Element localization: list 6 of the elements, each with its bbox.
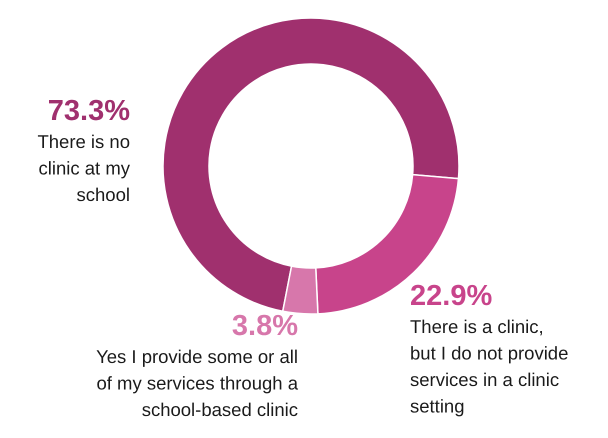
- data-label: 3.8%: [232, 310, 298, 342]
- slice-label: There is a clinic, but I do not provide services in a clinic setting: [410, 316, 568, 416]
- slice-label: Yes I provide some or all of my services through a school-based clinic: [96, 346, 299, 420]
- slice-label: There is no clinic at my school: [37, 131, 131, 205]
- data-label: 73.3%: [48, 95, 130, 127]
- data-label: 22.9%: [410, 280, 492, 312]
